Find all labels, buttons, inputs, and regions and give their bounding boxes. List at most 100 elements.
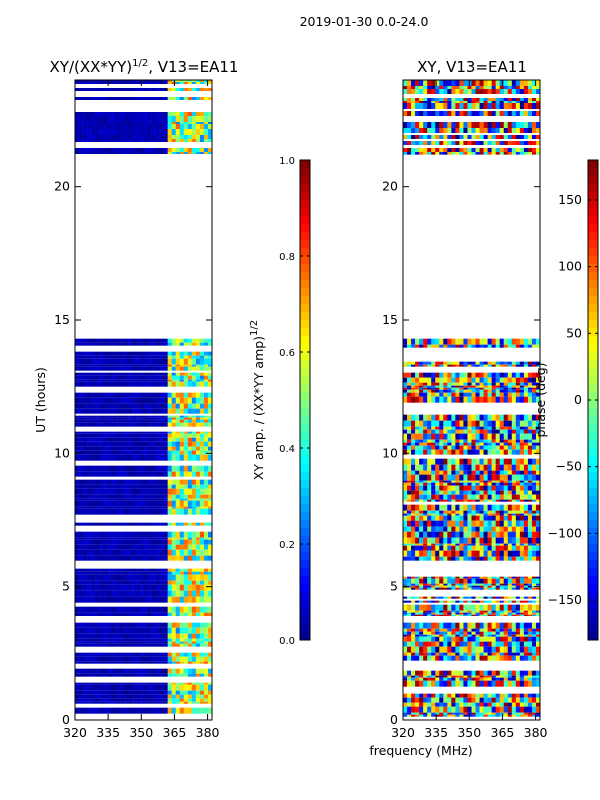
heatmap-cell [207,638,213,642]
heatmap-cell [523,485,529,491]
heatmap-cell [419,520,424,527]
heatmap-cell [187,584,193,591]
heatmap-cell [95,682,100,685]
heatmap-cell [411,504,416,511]
heatmap-cell [523,622,529,629]
heatmap-cell [475,439,480,443]
heatmap-cell [103,643,108,647]
heatmap-cell [75,152,80,154]
heatmap-cell [483,680,488,687]
heatmap-cell [467,439,472,443]
heatmap-cell [403,485,408,491]
heatmap-cell [163,484,168,489]
heatmap-cell [119,351,124,356]
heatmap-cell [519,712,525,715]
heatmap-cell [99,338,104,343]
heatmap-cell [123,422,128,427]
heatmap-cell [159,682,164,685]
heatmap-cell [195,403,201,409]
heatmap-cell [431,646,436,653]
heatmap-cell [155,479,160,485]
heatmap-cell [123,612,128,616]
heatmap-cell [79,537,84,540]
heatmap-cell [519,458,525,465]
heatmap-cell [415,372,420,378]
heatmap-cell [427,646,432,653]
heatmap-cell [91,450,96,455]
heatmap-cell [415,652,420,656]
heatmap-cell [95,122,100,124]
heatmap-cell [487,628,492,632]
heatmap-cell [187,82,193,84]
heatmap-cell [491,693,496,698]
heatmap-cell [107,433,112,438]
heatmap-cell [147,498,152,501]
heatmap-cell [87,544,92,550]
heatmap-cell [151,471,156,477]
heatmap-cell [135,668,140,674]
heatmap-cell [431,677,436,681]
heatmap-cell [187,568,193,572]
heatmap-cell [415,526,420,532]
heatmap-cell [519,697,525,703]
heatmap-cell [147,568,152,572]
heatmap-cell [151,522,156,526]
heatmap-cell [151,82,156,84]
heatmap-cell [115,116,120,122]
heatmap-cell [479,636,484,642]
heatmap-cell [499,520,505,527]
heatmap-cell [143,366,148,371]
heatmap-cell [519,442,525,446]
heatmap-cell [451,449,456,455]
heatmap-cell [411,670,416,676]
heatmap-cell [499,449,505,455]
heatmap-cell [479,510,484,514]
heatmap-cell [415,655,420,661]
heatmap-cell [111,522,116,526]
heatmap-cell [471,387,476,390]
heatmap-cell [87,596,92,603]
heatmap-cell [435,537,440,544]
heatmap-cell [187,643,193,647]
heatmap-cell [423,392,428,397]
heatmap-cell [183,358,189,365]
heatmap-cell [459,392,464,397]
heatmap-cell [111,364,116,367]
heatmap-cell [483,474,488,481]
heatmap-cell [471,693,476,698]
heatmap-cell [91,454,96,461]
heatmap-cell [515,634,521,637]
heatmap-cell [183,375,189,380]
heatmap-cell [419,449,424,455]
heatmap-cell [499,426,505,430]
heatmap-cell [83,97,88,100]
heatmap-cell [455,531,460,538]
heatmap-cell [127,375,132,380]
heatmap-cell [519,392,525,397]
heatmap-cell [103,580,108,585]
heatmap-cell [495,622,501,629]
heatmap-cell [199,690,205,695]
heatmap-cell [499,515,505,521]
heatmap-cell [179,366,185,371]
heatmap-cell [491,449,496,455]
heatmap-cell [131,508,136,515]
heatmap-cell [483,364,488,367]
heatmap-cell [423,382,428,386]
heatmap-cell [135,549,140,556]
heatmap-cell [167,684,173,691]
heatmap-cell [507,387,513,390]
heatmap-cell [487,655,492,661]
heatmap-cell [171,627,177,634]
heatmap-cell [175,571,181,575]
heatmap-cell [99,122,104,124]
heatmap-cell [483,499,488,502]
heatmap-cell [131,690,136,695]
heatmap-cell [79,351,84,356]
heatmap-cell [167,375,173,380]
heatmap-cell [467,389,472,393]
heatmap-cell [99,574,104,581]
heatmap-cell [111,596,116,603]
heatmap-cell [187,88,193,91]
heatmap-cell [507,480,513,483]
